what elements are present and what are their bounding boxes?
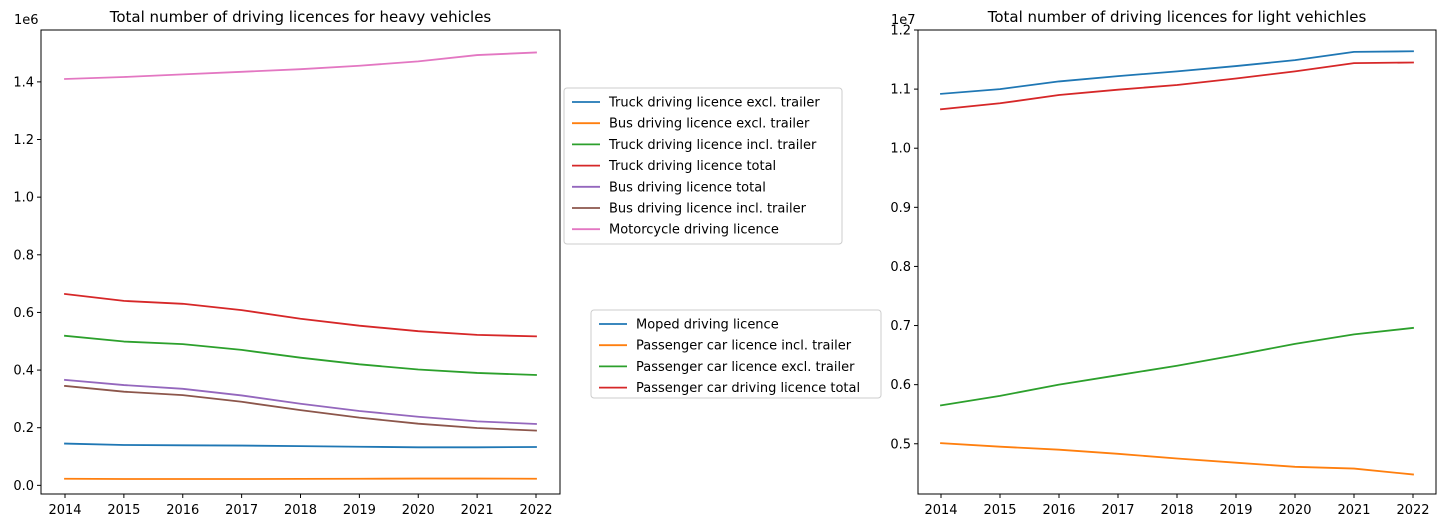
y-tick-label: 1.0: [13, 191, 34, 206]
x-tick-label: 2020: [402, 503, 435, 518]
x-tick-label: 2020: [1278, 503, 1311, 518]
series-line-0: [64, 442, 537, 449]
x-tick-label: 2018: [284, 503, 317, 518]
y-tick-label: 1.1: [890, 83, 911, 98]
legend-label: Moped driving licence: [636, 318, 779, 333]
chart-title: Total number of driving licences for lig…: [987, 8, 1367, 26]
x-tick-label: 2015: [107, 503, 140, 518]
y-tick-label: 0.4: [13, 364, 34, 379]
x-tick-label: 2014: [924, 503, 957, 518]
y-tick-label: 0.6: [13, 306, 34, 321]
x-tick-label: 2021: [1337, 503, 1370, 518]
x-tick-label: 2018: [1160, 503, 1193, 518]
series-line-4: [64, 378, 537, 425]
x-tick-label: 2014: [48, 503, 81, 518]
y-tick-label: 0.5: [890, 437, 911, 452]
legend-label: Bus driving licence total: [609, 180, 766, 195]
axes-frame: [917, 29, 1437, 495]
y-tick-label: 0.8: [13, 248, 34, 263]
series-line-0: [940, 50, 1414, 95]
y-tick-label: 0.8: [890, 260, 911, 275]
y-tick-label: 0.6: [890, 378, 911, 393]
x-tick-label: 2016: [166, 503, 199, 518]
x-tick-label: 2016: [1042, 503, 1075, 518]
x-tick-label: 2017: [225, 503, 258, 518]
series-line-2: [939, 326, 1414, 407]
x-tick-label: 2021: [461, 503, 494, 518]
x-tick-label: 2015: [983, 503, 1016, 518]
legend-label: Truck driving licence excl. trailer: [608, 96, 820, 111]
y-tick-label: 1.2: [890, 24, 911, 39]
legend-label: Motorcycle driving licence: [609, 223, 779, 238]
series-line-6: [64, 51, 537, 80]
heavy-vehicles-chart: 2014 2015 2016 2017 2018 2019 2020 2021 2022 0.0 0…: [13, 8, 561, 518]
x-tick-label: 2019: [343, 503, 376, 518]
series-line-2: [64, 334, 537, 376]
series-line-1: [940, 442, 1414, 476]
axes-frame: [40, 29, 561, 495]
y-tick-label: 1.0: [890, 142, 911, 157]
chart-title: Total number of driving licences for hea…: [109, 8, 492, 26]
legend-frame: [590, 309, 882, 399]
legend-label: Truck driving licence incl. trailer: [608, 138, 817, 153]
light-vehicles-legend: Moped driving licence Passenger car licen…: [590, 309, 882, 399]
y-tick-label: 1.4: [13, 75, 34, 90]
legend-label: Passenger car licence excl. trailer: [636, 360, 855, 375]
legend-label: Bus driving licence excl. trailer: [609, 117, 810, 132]
x-tick-label: 2019: [1219, 503, 1252, 518]
y-tick-label: 1.2: [13, 133, 34, 148]
series-line-3: [940, 61, 1414, 111]
legend-label: Passenger car driving licence total: [636, 381, 860, 396]
heavy-vehicles-legend: Truck driving licence excl. trailer Bus d…: [563, 87, 843, 245]
series-line-3: [64, 292, 537, 338]
y-tick-label: 0.0: [13, 479, 34, 494]
y-offset-label: 1e6: [14, 13, 39, 28]
y-tick-label: 0.9: [890, 201, 911, 216]
y-offset-label: 1e7: [891, 13, 916, 28]
legend-label: Bus driving licence incl. trailer: [609, 202, 807, 217]
x-tick-label: 2017: [1101, 503, 1134, 518]
legend-label: Passenger car licence incl. trailer: [636, 339, 852, 354]
y-tick-label: 0.7: [890, 319, 911, 334]
y-tick-label: 0.2: [13, 421, 34, 436]
series-line-5: [64, 384, 537, 432]
x-tick-label: 2022: [1396, 503, 1429, 518]
legend-label: Truck driving licence total: [608, 159, 776, 174]
x-tick-label: 2022: [519, 503, 552, 518]
light-vehicles-chart: 2014 2015 2016 2017 2018 2019 2020 2021 2022 0.5 0…: [890, 8, 1437, 518]
legend-frame: [563, 87, 843, 245]
